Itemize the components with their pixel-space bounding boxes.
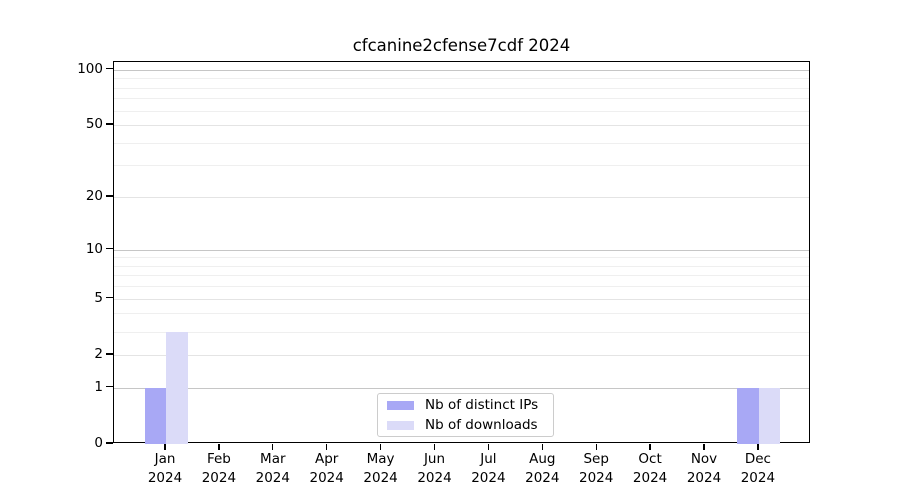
minor-gridline	[114, 142, 809, 144]
x-tick-month: Apr	[315, 451, 339, 467]
x-tick-year: 2024	[632, 469, 668, 486]
x-tick-year: 2024	[417, 469, 452, 486]
legend: Nb of distinct IPs Nb of downloads	[377, 393, 554, 437]
x-tick-year: 2024	[525, 469, 560, 486]
x-tick-label: Sep 2024	[554, 450, 638, 487]
x-tick-mark	[326, 444, 328, 450]
y-tick-mark	[106, 386, 113, 388]
x-tick-mark	[595, 444, 597, 450]
x-tick-mark	[218, 444, 220, 450]
y-tick-label: 5	[94, 289, 103, 306]
x-tick-month: Jul	[480, 451, 497, 467]
minor-gridline	[114, 286, 809, 288]
x-tick-label: Jun 2024	[393, 450, 477, 487]
y-tick-label: 1	[94, 378, 103, 395]
y-tick-mark	[106, 247, 113, 250]
minor-gridline	[114, 98, 809, 100]
x-tick-label: Jan 2024	[123, 450, 207, 487]
y-tick-mark	[106, 442, 113, 444]
legend-label-distinct-ips: Nb of distinct IPs	[425, 397, 539, 413]
major-gridline	[114, 249, 809, 251]
chart-title: cfcanine2cfense7cdf 2024	[352, 36, 571, 55]
x-tick-label: Nov 2024	[662, 450, 746, 487]
y-tick-mark	[106, 296, 113, 299]
minor-gridline	[114, 313, 809, 315]
y-tick-label: 0	[94, 435, 103, 451]
minor-gridline	[114, 87, 809, 89]
x-tick-mark	[487, 444, 490, 450]
bar-distinct-ips	[144, 387, 166, 444]
x-tick-label: Feb 2024	[177, 450, 261, 487]
minor-gridline	[114, 331, 809, 333]
labeled-minor-gridline	[114, 354, 809, 356]
x-tick-year: 2024	[579, 469, 614, 486]
x-tick-month: Feb	[206, 451, 231, 467]
x-tick-mark	[649, 444, 651, 450]
legend-swatch-downloads	[387, 420, 414, 430]
x-tick-year: 2024	[309, 469, 344, 486]
labeled-minor-gridline	[114, 298, 809, 300]
x-tick-year: 2024	[686, 469, 722, 486]
minor-gridline	[114, 265, 809, 267]
legend-row-downloads: Nb of downloads	[387, 417, 545, 433]
x-tick-label: Oct 2024	[608, 450, 692, 487]
major-gridline	[114, 69, 809, 71]
x-tick-year: 2024	[471, 469, 506, 486]
y-tick-label: 20	[85, 188, 103, 205]
x-tick-label: Apr 2024	[285, 450, 369, 487]
x-tick-mark	[272, 444, 274, 450]
x-tick-mark	[541, 444, 543, 450]
y-tick-label: 10	[85, 240, 103, 257]
minor-gridline	[114, 165, 809, 167]
x-tick-month: Nov	[690, 451, 718, 467]
y-tick-mark	[106, 67, 113, 70]
x-tick-label: May 2024	[339, 450, 423, 487]
minor-gridline	[114, 78, 809, 80]
x-tick-label: Aug 2024	[500, 450, 584, 487]
x-tick-year: 2024	[201, 469, 237, 486]
x-tick-month: Oct	[638, 451, 662, 467]
y-tick-mark	[106, 353, 113, 355]
minor-gridline	[114, 275, 809, 277]
bar-downloads	[758, 387, 781, 444]
x-tick-label: Jul 2024	[446, 450, 530, 487]
x-tick-mark	[433, 444, 436, 450]
y-tick-label: 100	[77, 60, 103, 77]
x-tick-mark	[379, 444, 382, 450]
x-tick-year: 2024	[255, 469, 290, 486]
y-tick-mark	[106, 195, 113, 197]
x-tick-year: 2024	[363, 469, 398, 486]
x-tick-month: Sep	[583, 451, 609, 467]
y-tick-label: 2	[94, 345, 103, 362]
major-gridline	[114, 387, 809, 389]
x-tick-month: Aug	[529, 451, 556, 467]
x-tick-month: Jan	[154, 451, 176, 467]
x-tick-mark	[703, 444, 705, 450]
x-tick-mark	[757, 444, 759, 450]
x-tick-month: Dec	[744, 451, 771, 467]
legend-swatch-distinct-ips	[387, 400, 414, 410]
bar-downloads	[166, 331, 188, 444]
plot-area	[113, 61, 810, 444]
y-tick-mark	[106, 123, 113, 125]
legend-row-distinct-ips: Nb of distinct IPs	[387, 397, 545, 413]
labeled-minor-gridline	[114, 125, 809, 127]
minor-gridline	[114, 110, 809, 112]
bar-distinct-ips	[737, 387, 759, 444]
labeled-minor-gridline	[114, 197, 809, 199]
y-tick-label: 50	[85, 116, 103, 133]
x-tick-mark	[164, 444, 166, 450]
legend-label-downloads: Nb of downloads	[425, 417, 538, 433]
x-tick-month: Mar	[260, 451, 286, 467]
x-tick-year: 2024	[740, 469, 776, 486]
x-tick-year: 2024	[147, 469, 183, 486]
x-tick-month: May	[366, 451, 395, 467]
x-tick-month: Jun	[423, 451, 446, 467]
x-tick-label: Mar 2024	[231, 450, 315, 487]
x-tick-label: Dec 2024	[716, 450, 800, 487]
minor-gridline	[114, 257, 809, 259]
